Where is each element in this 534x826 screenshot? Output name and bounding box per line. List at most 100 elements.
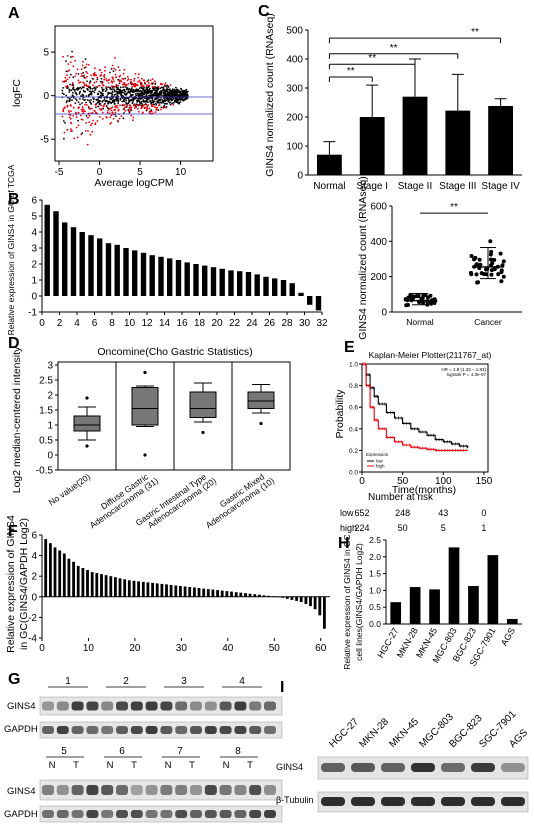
- panel-a-point: [110, 92, 113, 95]
- panel-a-point: [155, 91, 158, 94]
- panel-b-xtick-label: 30: [299, 318, 311, 329]
- panel-a-ytick-label: -5: [40, 135, 49, 146]
- panel-a-point: [146, 107, 149, 109]
- panel-b-bar: [272, 278, 278, 296]
- panel-g-gapdh-bottom-band: [264, 810, 276, 818]
- panel-a-point: [114, 111, 117, 114]
- panel-a-point: [89, 81, 92, 83]
- panel-a-point: [161, 83, 164, 86]
- panel-a-point: [67, 63, 70, 65]
- panel-a-point: [175, 101, 178, 103]
- panel-f-bar: [160, 583, 164, 597]
- panel-a-point: [102, 94, 104, 97]
- panel-a-point: [106, 79, 108, 82]
- panel-a-point: [136, 84, 139, 87]
- panel-f-bar: [262, 595, 266, 597]
- panel-a-point: [62, 80, 64, 83]
- panel-g-gins4-top-band: [219, 701, 232, 711]
- panel-a-point: [157, 93, 160, 95]
- panel-g-gins4-top-band: [116, 701, 128, 711]
- panel-g-sample-number: 7: [177, 746, 183, 757]
- panel-b-bar: [307, 296, 313, 305]
- panel-a-point: [99, 80, 102, 83]
- panel-a-ticks: -5 0 5 10 5 0 -5: [40, 48, 186, 178]
- panel-a-point: [104, 100, 107, 103]
- panel-f-bar: [318, 596, 322, 616]
- panel-a-point: [105, 105, 108, 107]
- panel-a-point: [123, 112, 125, 114]
- panel-c2-point: [499, 270, 504, 275]
- panel-a-point: [121, 77, 124, 80]
- panel-a-point: [80, 68, 83, 70]
- panel-a-point: [103, 75, 105, 77]
- panel-a-point: [121, 91, 124, 94]
- panel-f-ytick-label: 2: [31, 572, 37, 583]
- panel-a-point: [157, 85, 160, 88]
- panel-a-point: [132, 116, 135, 119]
- panel-a-point: [82, 108, 85, 111]
- panel-g-gapdh-top-band: [86, 726, 99, 734]
- panel-f-bar: [174, 585, 178, 597]
- panel-f-ylabel-1: Relative expression of GINS4: [5, 515, 17, 653]
- panel-d-ylabel: Log2 median-centered intensity: [11, 346, 23, 493]
- panel-g-gins4-top-band: [190, 701, 202, 711]
- panel-c-plot-area: 0 100 200 300 400 500 Normal Stage I Stage II Sta…: [286, 26, 522, 192]
- panel-a-point: [90, 99, 92, 101]
- panel-a-point: [162, 91, 165, 94]
- panel-i-gins4-band: [411, 763, 435, 772]
- panel-a-point: [149, 87, 151, 90]
- panel-a-point: [141, 77, 143, 80]
- panel-a-point: [132, 119, 134, 122]
- panel-a-point: [127, 78, 130, 80]
- panel-a-point: [85, 84, 88, 86]
- panel-a-point: [82, 60, 84, 63]
- panel-c-significance: **: [390, 43, 398, 54]
- panel-a-point: [142, 79, 145, 82]
- panel-a-point: [101, 90, 104, 92]
- panel-a-point: [66, 84, 69, 87]
- panel-g-gins4-bottom-band: [101, 785, 114, 795]
- panel-a-point: [65, 60, 67, 62]
- panel-g-gapdh-top-band: [160, 726, 173, 734]
- panel-h-ytick-label: 1.0: [369, 585, 381, 595]
- panel-d-outlier: [201, 430, 205, 435]
- panel-a-point: [162, 105, 165, 108]
- panel-b-ytick-label: 5: [31, 212, 37, 223]
- panel-a-point: [116, 107, 119, 109]
- panel-a-point: [152, 101, 155, 104]
- panel-a-point: [180, 87, 182, 90]
- panel-a-point: [91, 87, 94, 90]
- panel-c2-point: [488, 239, 493, 244]
- panel-a-point: [107, 91, 110, 94]
- panel-g-lane-n: N: [107, 760, 114, 771]
- panel-g-sample-number: 5: [61, 746, 67, 757]
- panel-g-gapdh-bottom-band: [160, 810, 173, 818]
- panel-a-point: [67, 55, 69, 57]
- panel-a-point: [145, 93, 148, 96]
- panel-a-point: [127, 82, 130, 85]
- panel-f-xtick-label: 50: [269, 643, 281, 654]
- panel-b-bar: [175, 260, 182, 296]
- panel-g-gins4-bottom-band: [190, 785, 202, 795]
- panel-a-point: [144, 103, 147, 105]
- panel-a-point: [92, 98, 95, 100]
- panel-a-point: [85, 63, 88, 66]
- panel-b-bar: [202, 265, 208, 296]
- panel-b-bar: [193, 264, 199, 296]
- panel-a-point: [165, 88, 168, 90]
- panel-a-point: [65, 94, 68, 97]
- panel-a-point: [130, 114, 133, 117]
- panel-g-gins4-bottom-band: [130, 785, 143, 795]
- panel-a-point: [113, 67, 115, 70]
- panel-a-ylabel: logFC: [11, 79, 23, 107]
- panel-a-point: [118, 82, 121, 85]
- panel-a-point: [127, 91, 129, 94]
- panel-a-point: [173, 89, 176, 92]
- panel-f-bar: [216, 590, 219, 597]
- panel-d-category-label-1: No value(20): [47, 471, 93, 507]
- panel-c2-point: [474, 272, 479, 277]
- panel-f-bar: [58, 550, 62, 597]
- panel-a-point: [73, 137, 76, 140]
- panel-a-point: [133, 77, 136, 80]
- panel-a-point: [138, 97, 141, 100]
